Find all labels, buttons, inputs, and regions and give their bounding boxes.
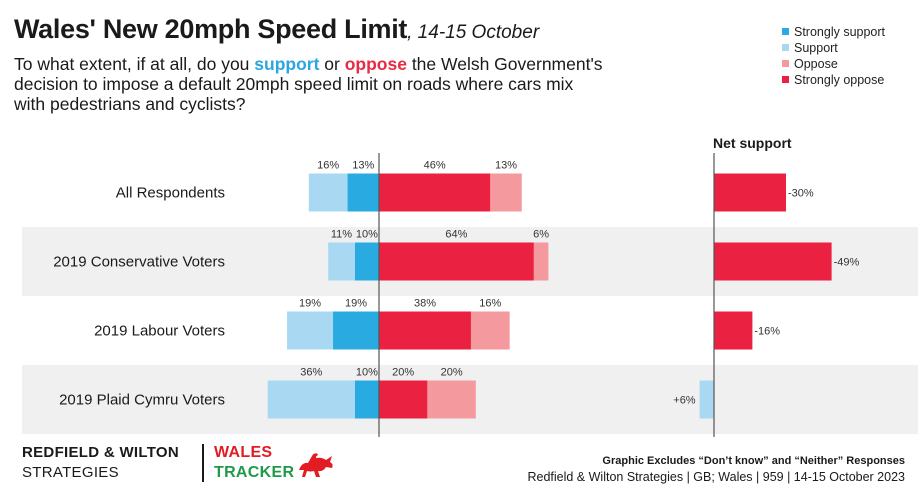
tracker-line-2: TRACKER xyxy=(214,464,295,481)
bar-strongly-support xyxy=(354,242,379,281)
bar-strongly-oppose xyxy=(379,173,491,212)
legend-item-strongly-oppose: Strongly oppose xyxy=(782,72,885,88)
data-label-strongly-oppose: 38% xyxy=(414,298,436,310)
chart-title: Wales' New 20mph Speed Limit, 14-15 Octo… xyxy=(14,14,539,45)
data-label-oppose: 20% xyxy=(441,367,463,379)
legend-swatch-oppose xyxy=(782,60,789,67)
question-part: or xyxy=(319,54,345,74)
question-part: To what extent, if at all, do you xyxy=(14,54,255,74)
legend-label: Support xyxy=(794,41,838,55)
data-label-strongly-support: 13% xyxy=(352,160,374,172)
net-support-title: Net support xyxy=(713,135,792,151)
bar-strongly-oppose xyxy=(379,311,471,350)
category-label: 2019 Conservative Voters xyxy=(53,254,225,271)
data-label-oppose: 6% xyxy=(533,229,549,241)
data-label-strongly-oppose: 46% xyxy=(424,160,446,172)
brand-line-1: REDFIELD & WILTON xyxy=(22,444,180,461)
footer-notes: Graphic Excludes “Don’t know” and “Neith… xyxy=(527,455,905,484)
welsh-dragon-icon xyxy=(299,453,333,477)
data-label-oppose: 16% xyxy=(479,298,501,310)
data-label-oppose: 13% xyxy=(495,160,517,172)
bar-strongly-support xyxy=(347,173,379,212)
source-line: Redfield & Wilton Strategies | GB; Wales… xyxy=(527,470,905,484)
data-label-strongly-support: 10% xyxy=(356,367,378,379)
question-oppose-word: oppose xyxy=(344,54,407,74)
data-label-support: 16% xyxy=(317,160,339,172)
bar-support xyxy=(308,173,348,212)
data-label-support: 11% xyxy=(331,229,352,241)
net-support-bar xyxy=(714,242,832,281)
net-support-label: -16% xyxy=(754,326,780,338)
data-label-strongly-oppose: 64% xyxy=(445,229,467,241)
bar-support xyxy=(328,242,355,281)
legend-swatch-support xyxy=(782,44,789,51)
legend-label: Strongly support xyxy=(794,25,886,39)
brand-line-2: STRATEGIES xyxy=(22,464,119,481)
bar-support xyxy=(267,380,355,419)
net-support-label: -49% xyxy=(834,257,860,269)
legend-item-strongly-support: Strongly support xyxy=(782,24,885,40)
legend-label: Oppose xyxy=(794,57,838,71)
survey-question: To what extent, if at all, do you suppor… xyxy=(14,54,604,114)
net-support-bar xyxy=(699,380,714,419)
legend: Strongly support Support Oppose Strongly… xyxy=(782,24,885,88)
legend-swatch-strongly-oppose xyxy=(782,76,789,83)
bar-oppose xyxy=(533,242,549,281)
category-label: 2019 Plaid Cymru Voters xyxy=(59,392,225,409)
bar-strongly-support xyxy=(354,380,379,419)
tracker-line-1: WALES xyxy=(214,444,273,461)
net-support-bar xyxy=(714,311,753,350)
data-label-strongly-support: 19% xyxy=(345,298,367,310)
legend-item-oppose: Oppose xyxy=(782,56,885,72)
bar-strongly-oppose xyxy=(379,380,428,419)
net-support-label: +6% xyxy=(673,395,696,407)
data-label-support: 36% xyxy=(300,367,322,379)
brand-logo: REDFIELD & WILTON STRATEGIES xyxy=(22,444,179,481)
bar-oppose xyxy=(427,380,476,419)
legend-swatch-strongly-support xyxy=(782,28,789,35)
data-label-strongly-oppose: 20% xyxy=(392,367,414,379)
exclusion-note: Graphic Excludes “Don’t know” and “Neith… xyxy=(602,455,905,467)
bar-strongly-support xyxy=(333,311,379,350)
net-support-label: -30% xyxy=(788,188,814,200)
legend-label: Strongly oppose xyxy=(794,73,885,87)
bar-oppose xyxy=(470,311,510,350)
data-label-strongly-support: 10% xyxy=(356,229,378,241)
title-date: , 14-15 October xyxy=(407,22,540,43)
question-part: the Welsh Government's decision to impos… xyxy=(14,54,603,114)
net-support-bar xyxy=(714,173,786,212)
bar-support xyxy=(287,311,334,350)
brand-divider xyxy=(202,444,204,482)
category-label: All Respondents xyxy=(116,185,225,202)
category-label: 2019 Labour Voters xyxy=(94,323,225,340)
wales-tracker-logo: WALES TRACKER xyxy=(214,444,294,482)
bar-strongly-oppose xyxy=(379,242,534,281)
data-label-support: 19% xyxy=(299,298,321,310)
legend-item-support: Support xyxy=(782,40,885,56)
title-text: Wales' New 20mph Speed Limit xyxy=(14,14,408,44)
bar-oppose xyxy=(490,173,522,212)
question-support-word: support xyxy=(254,54,320,74)
